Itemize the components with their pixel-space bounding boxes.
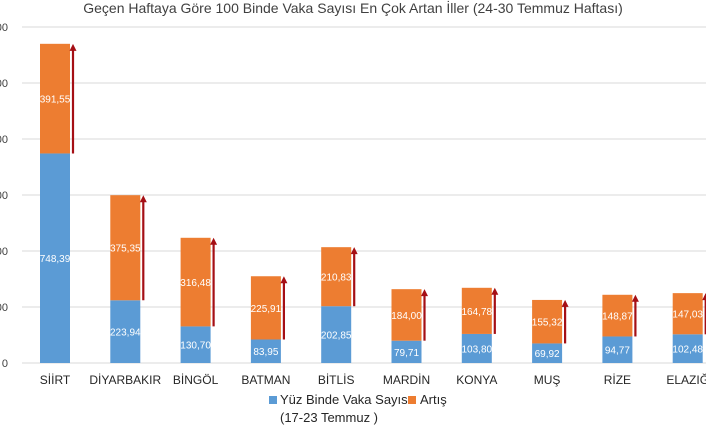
increase-arrows: [69, 43, 706, 344]
bar-increase: [250, 276, 281, 340]
bar-base: [461, 333, 492, 363]
bar-base: [180, 326, 211, 363]
data-label-base: 102,48: [672, 345, 703, 356]
y-tick-label: 600: [0, 190, 8, 202]
increase-arrow: [631, 294, 639, 337]
bar-increase: [110, 195, 141, 301]
increase-arrow: [491, 287, 499, 334]
y-axis-ticks: 0 200 400 600 800 1000 1200: [0, 22, 8, 370]
data-label-increase: 391,55: [40, 95, 71, 106]
category-label: DİYARBAKIR: [89, 373, 161, 387]
bar-increase: [40, 43, 70, 154]
bar-base: [110, 300, 141, 363]
data-label-increase: 184,00: [391, 311, 422, 322]
legend-swatch-base: [269, 396, 277, 404]
increase-arrow: [139, 195, 147, 301]
category-label: RİZE: [604, 373, 631, 387]
data-label-base: 103,80: [462, 344, 493, 355]
y-tick-label: 1000: [0, 78, 8, 90]
category-label: SİİRT: [40, 373, 71, 387]
bar-increase: [602, 294, 633, 337]
bar-increase: [180, 237, 211, 327]
data-label-increase: 316,48: [180, 278, 211, 289]
category-label: ELAZIĞ: [666, 372, 706, 387]
chart-title: Geçen Haftaya Göre 100 Binde Vaka Sayısı…: [83, 0, 623, 16]
increase-arrow: [280, 276, 288, 340]
data-label-increase: 147,03: [672, 310, 703, 321]
data-label-increase: 225,91: [251, 304, 282, 315]
data-label-increase: 210,83: [321, 273, 352, 284]
bar-base: [532, 343, 563, 363]
legend-label-base-dates: (17-23 Temmuz ): [280, 410, 378, 425]
data-label-increase: 155,32: [532, 318, 563, 329]
bar-base: [672, 334, 703, 363]
legend-swatch-increase: [408, 396, 416, 404]
data-label-increase: 164,78: [462, 307, 493, 318]
y-tick-label: 800: [0, 134, 8, 146]
y-tick-label: 400: [0, 246, 8, 258]
bar-base: [391, 340, 422, 363]
category-label: MARDİN: [383, 373, 430, 387]
increase-arrow: [210, 237, 218, 327]
category-label: BİNGÖL: [173, 373, 219, 387]
data-label-increase: 375,35: [110, 244, 141, 255]
category-labels: SİİRT DİYARBAKIR BİNGÖL BATMAN BİTLİS MARDİN K…: [40, 372, 706, 387]
legend-label-base: Yüz Binde Vaka Sayısı: [280, 392, 411, 407]
legend-label-increase: Artış: [420, 392, 447, 407]
bar-base: [321, 306, 352, 363]
data-label-base: 202,85: [321, 331, 352, 342]
increase-arrow: [561, 299, 569, 344]
data-label-increase: 148,87: [602, 312, 633, 323]
data-label-base: 748,39: [40, 254, 71, 265]
category-label: BATMAN: [241, 373, 290, 387]
data-label-base: 69,92: [535, 349, 560, 360]
increase-arrow: [350, 247, 358, 307]
increase-arrow: [69, 43, 77, 154]
data-label-base: 83,95: [253, 347, 278, 358]
data-label-base: 130,70: [180, 341, 211, 352]
category-label: KONYA: [456, 373, 497, 387]
category-label: BİTLİS: [318, 373, 355, 387]
data-label-base: 94,77: [605, 346, 630, 357]
y-tick-label: 1200: [0, 22, 8, 34]
data-label-base: 223,94: [110, 328, 141, 339]
data-labels: 748,39 391,55 223,94 375,35 130,70 316,48 83,9…: [40, 95, 704, 361]
bar-increase: [532, 299, 563, 344]
bar-increase: [391, 289, 422, 341]
data-label-base: 79,71: [394, 348, 419, 359]
bar-base: [250, 339, 281, 363]
bars: [40, 43, 703, 363]
category-label: MUŞ: [534, 373, 561, 387]
legend: Yüz Binde Vaka Sayısı (17-23 Temmuz ) Ar…: [269, 392, 447, 425]
increase-arrow: [421, 289, 428, 341]
y-tick-label: 0: [2, 358, 8, 370]
bar-increase: [321, 247, 352, 307]
bar-base: [602, 336, 633, 363]
y-tick-label: 200: [0, 302, 8, 314]
bar-increase: [672, 293, 703, 335]
bar-increase: [461, 287, 492, 334]
bar-base: [40, 153, 70, 363]
